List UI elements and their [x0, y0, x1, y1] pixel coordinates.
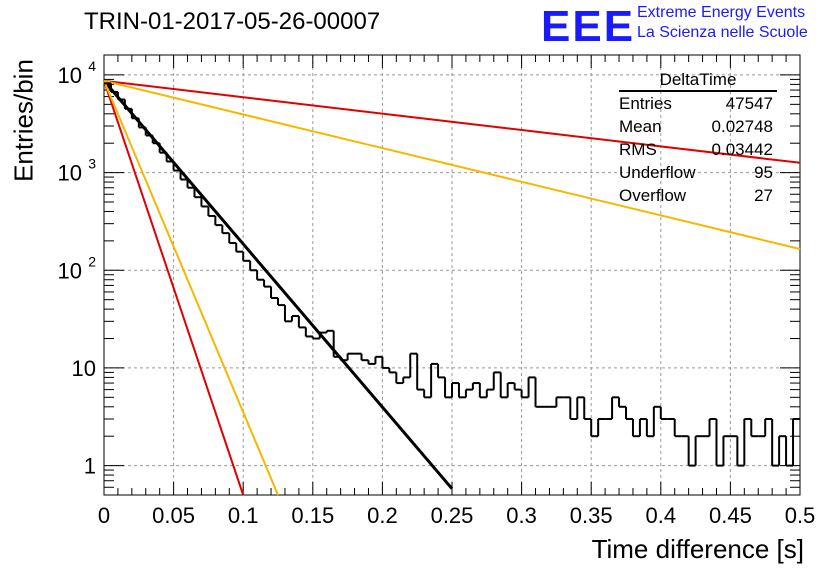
x-tick-label: 0.5: [785, 503, 816, 528]
fit-line: [102, 79, 454, 490]
stats-label: RMS: [619, 140, 657, 159]
x-tick-label: 0.1: [228, 503, 259, 528]
fit-lines: [102, 79, 801, 496]
eee-logo-line1: Extreme Energy Events: [637, 4, 806, 21]
stats-value: 0.03442: [711, 140, 773, 159]
x-tick-label: 0.35: [570, 503, 613, 528]
tick-labels: 0 0.05 0.1 0.15 0.2 0.25 0.3 0.35 0.4 0.45 0.5 1 10 1…: [58, 58, 816, 528]
x-tick-label: 0.2: [367, 503, 398, 528]
x-tick-label: 0.4: [646, 503, 677, 528]
stats-row: Mean 0.02748: [613, 115, 777, 138]
y-tick-label: 10: [58, 161, 82, 186]
fit-line: [103, 79, 801, 250]
y-tick-exponent: 3: [88, 156, 96, 172]
stats-box: DeltaTime Entries 47547 Mean 0.02748 RMS…: [613, 70, 777, 207]
stats-row: Underflow 95: [613, 161, 777, 184]
grid: [104, 55, 800, 495]
stats-label: Underflow: [619, 163, 696, 182]
stats-label: Entries: [619, 94, 672, 113]
fit-line: [103, 79, 801, 164]
y-tick-label: 1: [84, 454, 96, 479]
x-tick-label: 0.3: [506, 503, 537, 528]
x-tick-label: 0.15: [291, 503, 334, 528]
histogram: [104, 82, 800, 467]
eee-logo-line2: La Scienza nelle Scuole: [637, 24, 808, 41]
x-tick-label: 0.05: [152, 503, 195, 528]
stats-value: 27: [754, 186, 773, 205]
eee-logo-mark: EEE: [541, 2, 636, 51]
fit-line: [103, 80, 245, 496]
y-tick-exponent: 4: [88, 58, 96, 74]
y-tick-exponent: 2: [88, 253, 96, 269]
y-tick-label: 10: [58, 258, 82, 283]
stats-row: Overflow 27: [613, 184, 777, 207]
fit-line: [103, 80, 279, 496]
stats-box-title: DeltaTime: [619, 70, 777, 92]
stats-label: Mean: [619, 117, 662, 136]
stats-value: 95: [754, 163, 773, 182]
stats-value: 0.02748: [711, 117, 773, 136]
x-tick-label: 0.45: [709, 503, 752, 528]
x-tick-label: 0.25: [431, 503, 474, 528]
x-axis-label: Time difference [s]: [591, 534, 804, 564]
x-tick-label: 0: [98, 503, 110, 528]
y-axis-label: Entries/bin: [8, 59, 39, 182]
chart-title: TRIN-01-2017-05-26-00007: [84, 8, 381, 35]
stats-value: 47547: [725, 94, 773, 113]
y-tick-label: 10: [58, 63, 82, 88]
axis-ticks: [103, 55, 801, 495]
y-tick-label: 10: [72, 356, 96, 381]
stats-row: RMS 0.03442: [613, 138, 777, 161]
stats-row: Entries 47547: [613, 92, 777, 115]
stats-label: Overflow: [619, 186, 687, 205]
